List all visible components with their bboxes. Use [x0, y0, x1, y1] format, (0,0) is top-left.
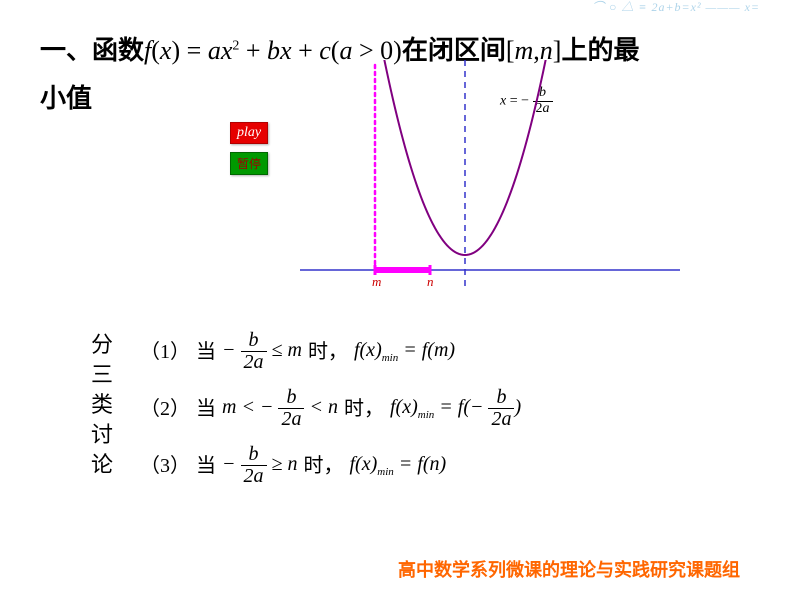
- case-1: （1） 当 − b2a ≤ m 时， f(x)min = f(m): [140, 330, 760, 373]
- svg-text:m: m: [372, 274, 381, 289]
- parabola-chart: mn: [300, 60, 680, 290]
- title-prefix: 一、函数: [40, 36, 144, 65]
- footer-credit: 高中数学系列微课的理论与实践研究课题组: [398, 556, 740, 582]
- case-2: （2） 当 m < − b2a < n 时， f(x)min = f(− b2a…: [140, 387, 760, 430]
- play-button[interactable]: play: [230, 122, 268, 144]
- pause-button[interactable]: 暂停: [230, 152, 268, 175]
- case-3: （3） 当 − b2a ≥ n 时， f(x)min = f(n): [140, 444, 760, 487]
- svg-text:n: n: [427, 274, 434, 289]
- cases-label-vertical: 分三类讨论: [90, 330, 114, 480]
- decorative-doodles: ⌒ ○ △ ≡ 2a+b=x² ——— x=: [592, 0, 760, 14]
- cases-list: （1） 当 − b2a ≤ m 时， f(x)min = f(m) （2） 当 …: [140, 330, 760, 501]
- title-minval: 小值: [40, 78, 92, 115]
